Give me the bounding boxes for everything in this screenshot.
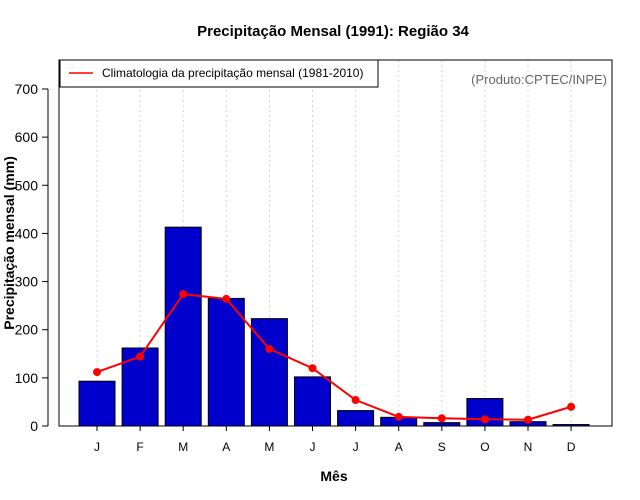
climatology-point xyxy=(480,415,489,424)
y-axis: 0 100 200 300 400 500 600 700 xyxy=(15,81,49,434)
x-tick-label: A xyxy=(222,440,230,454)
y-tick-label: 0 xyxy=(30,418,38,434)
y-tick-label: 100 xyxy=(15,370,39,386)
x-tick-label: J xyxy=(310,440,316,454)
x-tick-label: O xyxy=(480,440,489,454)
y-axis-label: Precipitação mensal (mm) xyxy=(1,156,17,330)
climatology-point xyxy=(308,364,317,373)
x-tick-label: D xyxy=(567,440,576,454)
x-tick-label: N xyxy=(524,440,533,454)
y-tick-label: 500 xyxy=(15,177,39,193)
bar xyxy=(294,376,331,427)
x-tick-label: J xyxy=(94,440,100,454)
bar xyxy=(121,347,159,427)
x-tick-label: F xyxy=(136,440,143,454)
y-tick-label: 300 xyxy=(15,274,39,290)
legend-box xyxy=(59,59,379,88)
y-tick-label: 700 xyxy=(15,81,39,97)
line-series xyxy=(93,290,576,424)
x-tick-label: M xyxy=(264,440,274,454)
climatology-point xyxy=(351,396,360,405)
legend-label: Climatologia da precipitação mensal (198… xyxy=(102,66,363,80)
climatology-point xyxy=(136,352,145,361)
bar xyxy=(423,422,461,427)
x-tick-label: J xyxy=(353,440,359,454)
chart-title: Precipitação Mensal (1991): Região 34 xyxy=(197,23,469,40)
y-tick-label: 600 xyxy=(15,129,39,145)
y-tick-label: 400 xyxy=(15,225,39,241)
climatology-point xyxy=(222,294,231,303)
legend: Climatologia da precipitação mensal (198… xyxy=(59,59,379,88)
climatology-point xyxy=(567,402,576,411)
x-tick-label: M xyxy=(178,440,188,454)
climatology-point xyxy=(394,412,403,421)
bar xyxy=(337,410,375,427)
bar xyxy=(78,380,116,427)
y-tick-label: 200 xyxy=(15,322,39,338)
climatology-point xyxy=(265,344,274,353)
climatology-point xyxy=(93,368,101,377)
bar xyxy=(164,226,202,427)
climatology-line xyxy=(96,293,572,421)
climatology-point xyxy=(179,290,188,299)
x-axis-label: Mês xyxy=(320,468,347,484)
x-tick-label: A xyxy=(395,440,403,454)
x-tick-label: S xyxy=(438,440,446,454)
product-credit: (Produto:CPTEC/INPE) xyxy=(471,72,607,87)
bars-series xyxy=(78,226,590,427)
bar xyxy=(207,297,245,427)
climatology-point xyxy=(437,414,446,423)
climatology-point xyxy=(524,415,532,424)
